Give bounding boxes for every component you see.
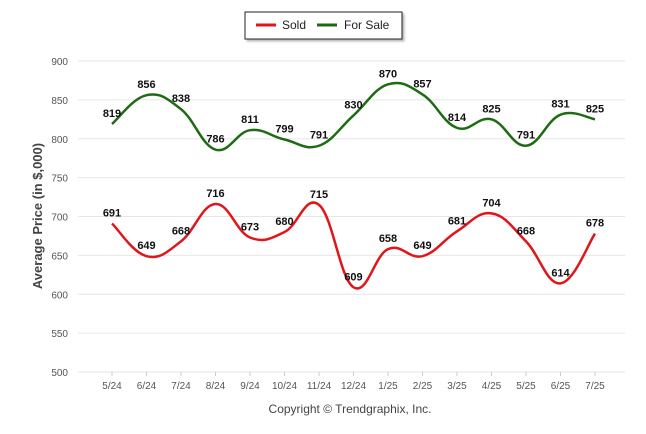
data-label-sold: 681 [448, 215, 466, 227]
data-label-sold: 668 [517, 225, 535, 237]
data-label-sold: 614 [551, 267, 570, 279]
data-label-for-sale: 825 [482, 103, 500, 115]
series-line-sold [111, 201, 597, 290]
y-tick-label: 900 [51, 57, 68, 68]
data-label-sold: 715 [310, 189, 328, 201]
x-tick-label: 6/24 [137, 381, 157, 392]
data-label-sold: 673 [241, 221, 259, 233]
x-tick-label: 11/24 [307, 381, 332, 392]
y-tick-label: 800 [51, 135, 68, 146]
x-tick-label: 7/25 [585, 381, 605, 392]
x-axis-ticks: 5/24 6/24 7/24 8/24 9/24 10/24 11/24 12/24 1/25 2… [102, 372, 605, 392]
copyright-footer: Copyright © Trendgraphix, Inc. [269, 402, 432, 416]
data-label-sold: 658 [379, 233, 397, 245]
y-tick-label: 550 [51, 329, 68, 340]
data-label-sold: 668 [172, 225, 190, 237]
x-tick-label: 5/24 [102, 381, 122, 392]
data-label-sold: 680 [275, 216, 293, 228]
y-axis-title: Average Price (in $,000) [30, 143, 45, 289]
y-tick-label: 750 [51, 174, 68, 185]
legend-label-sold: Sold [282, 18, 306, 32]
data-label-for-sale: 791 [310, 130, 328, 142]
x-tick-label: 10/24 [272, 381, 297, 392]
y-axis-ticks: 500 550 600 650 700 750 800 850 900 [51, 57, 68, 379]
x-tick-label: 5/25 [516, 381, 536, 392]
data-label-sold: 691 [103, 207, 121, 219]
data-label-for-sale: 856 [137, 79, 155, 91]
x-tick-label: 9/24 [240, 381, 260, 392]
y-tick-label: 700 [51, 213, 68, 224]
data-label-for-sale: 825 [586, 103, 604, 115]
data-label-for-sale: 811 [241, 114, 259, 126]
x-tick-label: 7/24 [171, 381, 191, 392]
data-label-for-sale: 857 [413, 78, 431, 90]
data-label-sold: 649 [413, 240, 431, 252]
data-label-sold: 716 [206, 188, 224, 200]
data-label-for-sale: 791 [517, 130, 535, 142]
y-tick-label: 500 [51, 368, 68, 379]
y-tick-label: 850 [51, 96, 68, 107]
legend-label-for-sale: For Sale [344, 18, 390, 32]
x-tick-label: 8/24 [206, 381, 226, 392]
series-lines [111, 81, 597, 290]
data-label-for-sale: 838 [172, 93, 190, 105]
x-tick-label: 1/25 [378, 381, 398, 392]
data-label-sold: 678 [586, 218, 604, 230]
x-tick-label: 3/25 [447, 381, 467, 392]
gridlines [78, 60, 625, 373]
y-tick-label: 650 [51, 251, 68, 262]
data-label-for-sale: 799 [275, 124, 293, 136]
data-label-for-sale: 814 [448, 112, 467, 124]
y-tick-label: 600 [51, 290, 68, 301]
data-label-for-sale: 819 [103, 108, 121, 120]
data-label-for-sale: 786 [206, 134, 224, 146]
data-label-sold: 649 [137, 240, 155, 252]
data-label-for-sale: 831 [551, 99, 569, 111]
data-label-sold: 609 [344, 271, 362, 283]
data-labels: 691 649 668 716 673 680 715 609 658 649 681 704 668 6… [103, 68, 604, 283]
data-label-sold: 704 [482, 197, 501, 209]
data-label-for-sale: 870 [379, 68, 397, 80]
x-tick-label: 6/25 [551, 381, 571, 392]
x-tick-label: 4/25 [482, 381, 502, 392]
x-tick-label: 2/25 [413, 381, 433, 392]
legend: Sold For Sale [244, 11, 403, 40]
x-tick-label: 12/24 [341, 381, 366, 392]
data-label-for-sale: 830 [344, 99, 362, 111]
series-line-for-sale [111, 81, 596, 152]
